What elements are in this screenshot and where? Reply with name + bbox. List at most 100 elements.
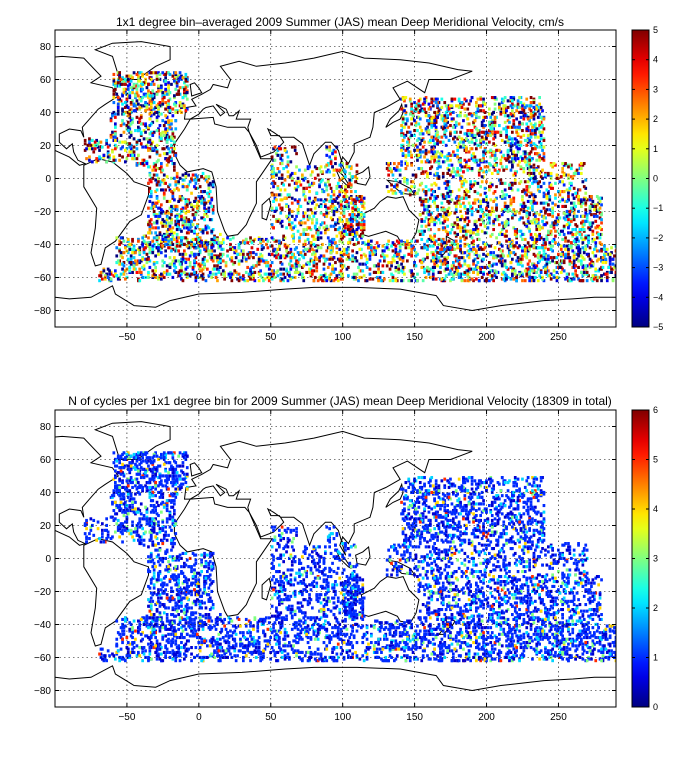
bin-cell — [91, 138, 94, 142]
bin-cell — [483, 165, 487, 169]
bin-cell — [358, 195, 362, 199]
bin-cell — [551, 224, 554, 228]
bin-cell — [434, 101, 438, 105]
bin-cell — [170, 137, 173, 141]
bin-cell — [270, 261, 274, 265]
bin-cell — [149, 148, 153, 152]
bin-cell — [329, 279, 333, 283]
bin-cell — [459, 196, 462, 200]
bin-cell — [325, 170, 329, 174]
bin-cell — [449, 112, 452, 116]
bin-cell — [200, 274, 203, 278]
bin-cell — [534, 133, 537, 137]
bin-cell — [387, 163, 390, 167]
bin-cell — [480, 135, 484, 139]
bin-cell — [525, 188, 529, 192]
bin-cell — [155, 92, 159, 96]
bin-cell — [454, 232, 458, 236]
bin-cell — [344, 196, 347, 200]
bin-cell — [410, 155, 413, 159]
bin-cell — [301, 221, 304, 225]
bin-cell — [417, 102, 421, 106]
bin-cell — [521, 198, 524, 202]
bin-cell — [161, 91, 165, 95]
bin-cell — [454, 204, 458, 208]
bin-cell — [155, 129, 159, 133]
bin-cell — [129, 117, 133, 121]
bin-cell — [105, 142, 108, 146]
bin-cell — [486, 216, 490, 220]
bin-cell — [279, 198, 283, 202]
bin-cell — [407, 150, 411, 154]
bin-cell — [151, 140, 155, 144]
bin-cell — [567, 198, 570, 202]
bin-cell — [345, 252, 349, 256]
bin-cell — [456, 104, 459, 108]
bin-cell — [187, 183, 190, 187]
bin-cell — [285, 246, 288, 250]
bin-cell — [161, 264, 165, 268]
bin-cell — [351, 218, 354, 222]
bin-cell — [342, 214, 346, 218]
bin-cell — [404, 133, 408, 137]
bin-cell — [165, 236, 169, 240]
bin-cell — [338, 231, 342, 235]
bin-cell — [354, 216, 357, 220]
bin-cell — [174, 79, 178, 83]
bin-cell — [311, 272, 314, 276]
bin-cell — [177, 270, 180, 274]
bin-cell — [493, 190, 497, 194]
bin-cell — [161, 102, 165, 106]
bin-cell — [463, 165, 467, 169]
bin-cell — [572, 196, 576, 200]
bin-cell — [204, 175, 208, 179]
bin-cell — [434, 173, 438, 177]
bin-cell — [446, 125, 449, 129]
bin-cell — [108, 272, 111, 276]
bin-cell — [511, 216, 514, 220]
bin-cell — [160, 272, 163, 276]
bin-cell — [145, 242, 149, 246]
bin-cell — [210, 242, 214, 246]
bin-cell — [509, 99, 513, 103]
bin-cell — [178, 196, 182, 200]
bin-cell — [529, 143, 533, 147]
bin-cell — [525, 129, 529, 133]
bin-cell — [447, 239, 451, 243]
bin-cell — [270, 191, 274, 195]
bin-cell — [200, 239, 203, 243]
bin-cell — [135, 261, 139, 265]
bin-cell — [326, 163, 330, 167]
bin-cell — [341, 190, 344, 194]
bin-cell — [171, 107, 175, 111]
bin-cell — [139, 272, 143, 276]
bin-cell — [357, 213, 360, 217]
bin-cell — [348, 178, 352, 182]
bin-cell — [177, 188, 180, 192]
bin-cell — [443, 115, 447, 119]
bin-cell — [424, 96, 428, 100]
bin-cell — [470, 96, 474, 100]
bin-cell — [187, 209, 190, 213]
bin-cell — [101, 270, 104, 274]
bin-cell — [162, 261, 166, 265]
bin-cell — [122, 272, 126, 276]
bin-cell — [453, 130, 457, 134]
bin-cell — [370, 249, 373, 253]
bin-cell — [401, 132, 405, 136]
bin-cell — [302, 216, 306, 220]
bin-cell — [529, 115, 533, 119]
bin-cell — [452, 117, 455, 121]
bin-cell — [121, 155, 124, 159]
bin-cell — [472, 201, 475, 205]
bin-cell — [210, 256, 214, 260]
bin-cell — [336, 195, 340, 199]
bin-cell — [206, 231, 209, 235]
bin-cell — [175, 81, 179, 85]
bin-cell — [193, 178, 196, 182]
bin-cell — [149, 109, 153, 113]
bin-cell — [188, 274, 192, 278]
bin-cell — [518, 96, 521, 100]
bin-cell — [242, 274, 245, 278]
bin-cell — [132, 84, 136, 88]
